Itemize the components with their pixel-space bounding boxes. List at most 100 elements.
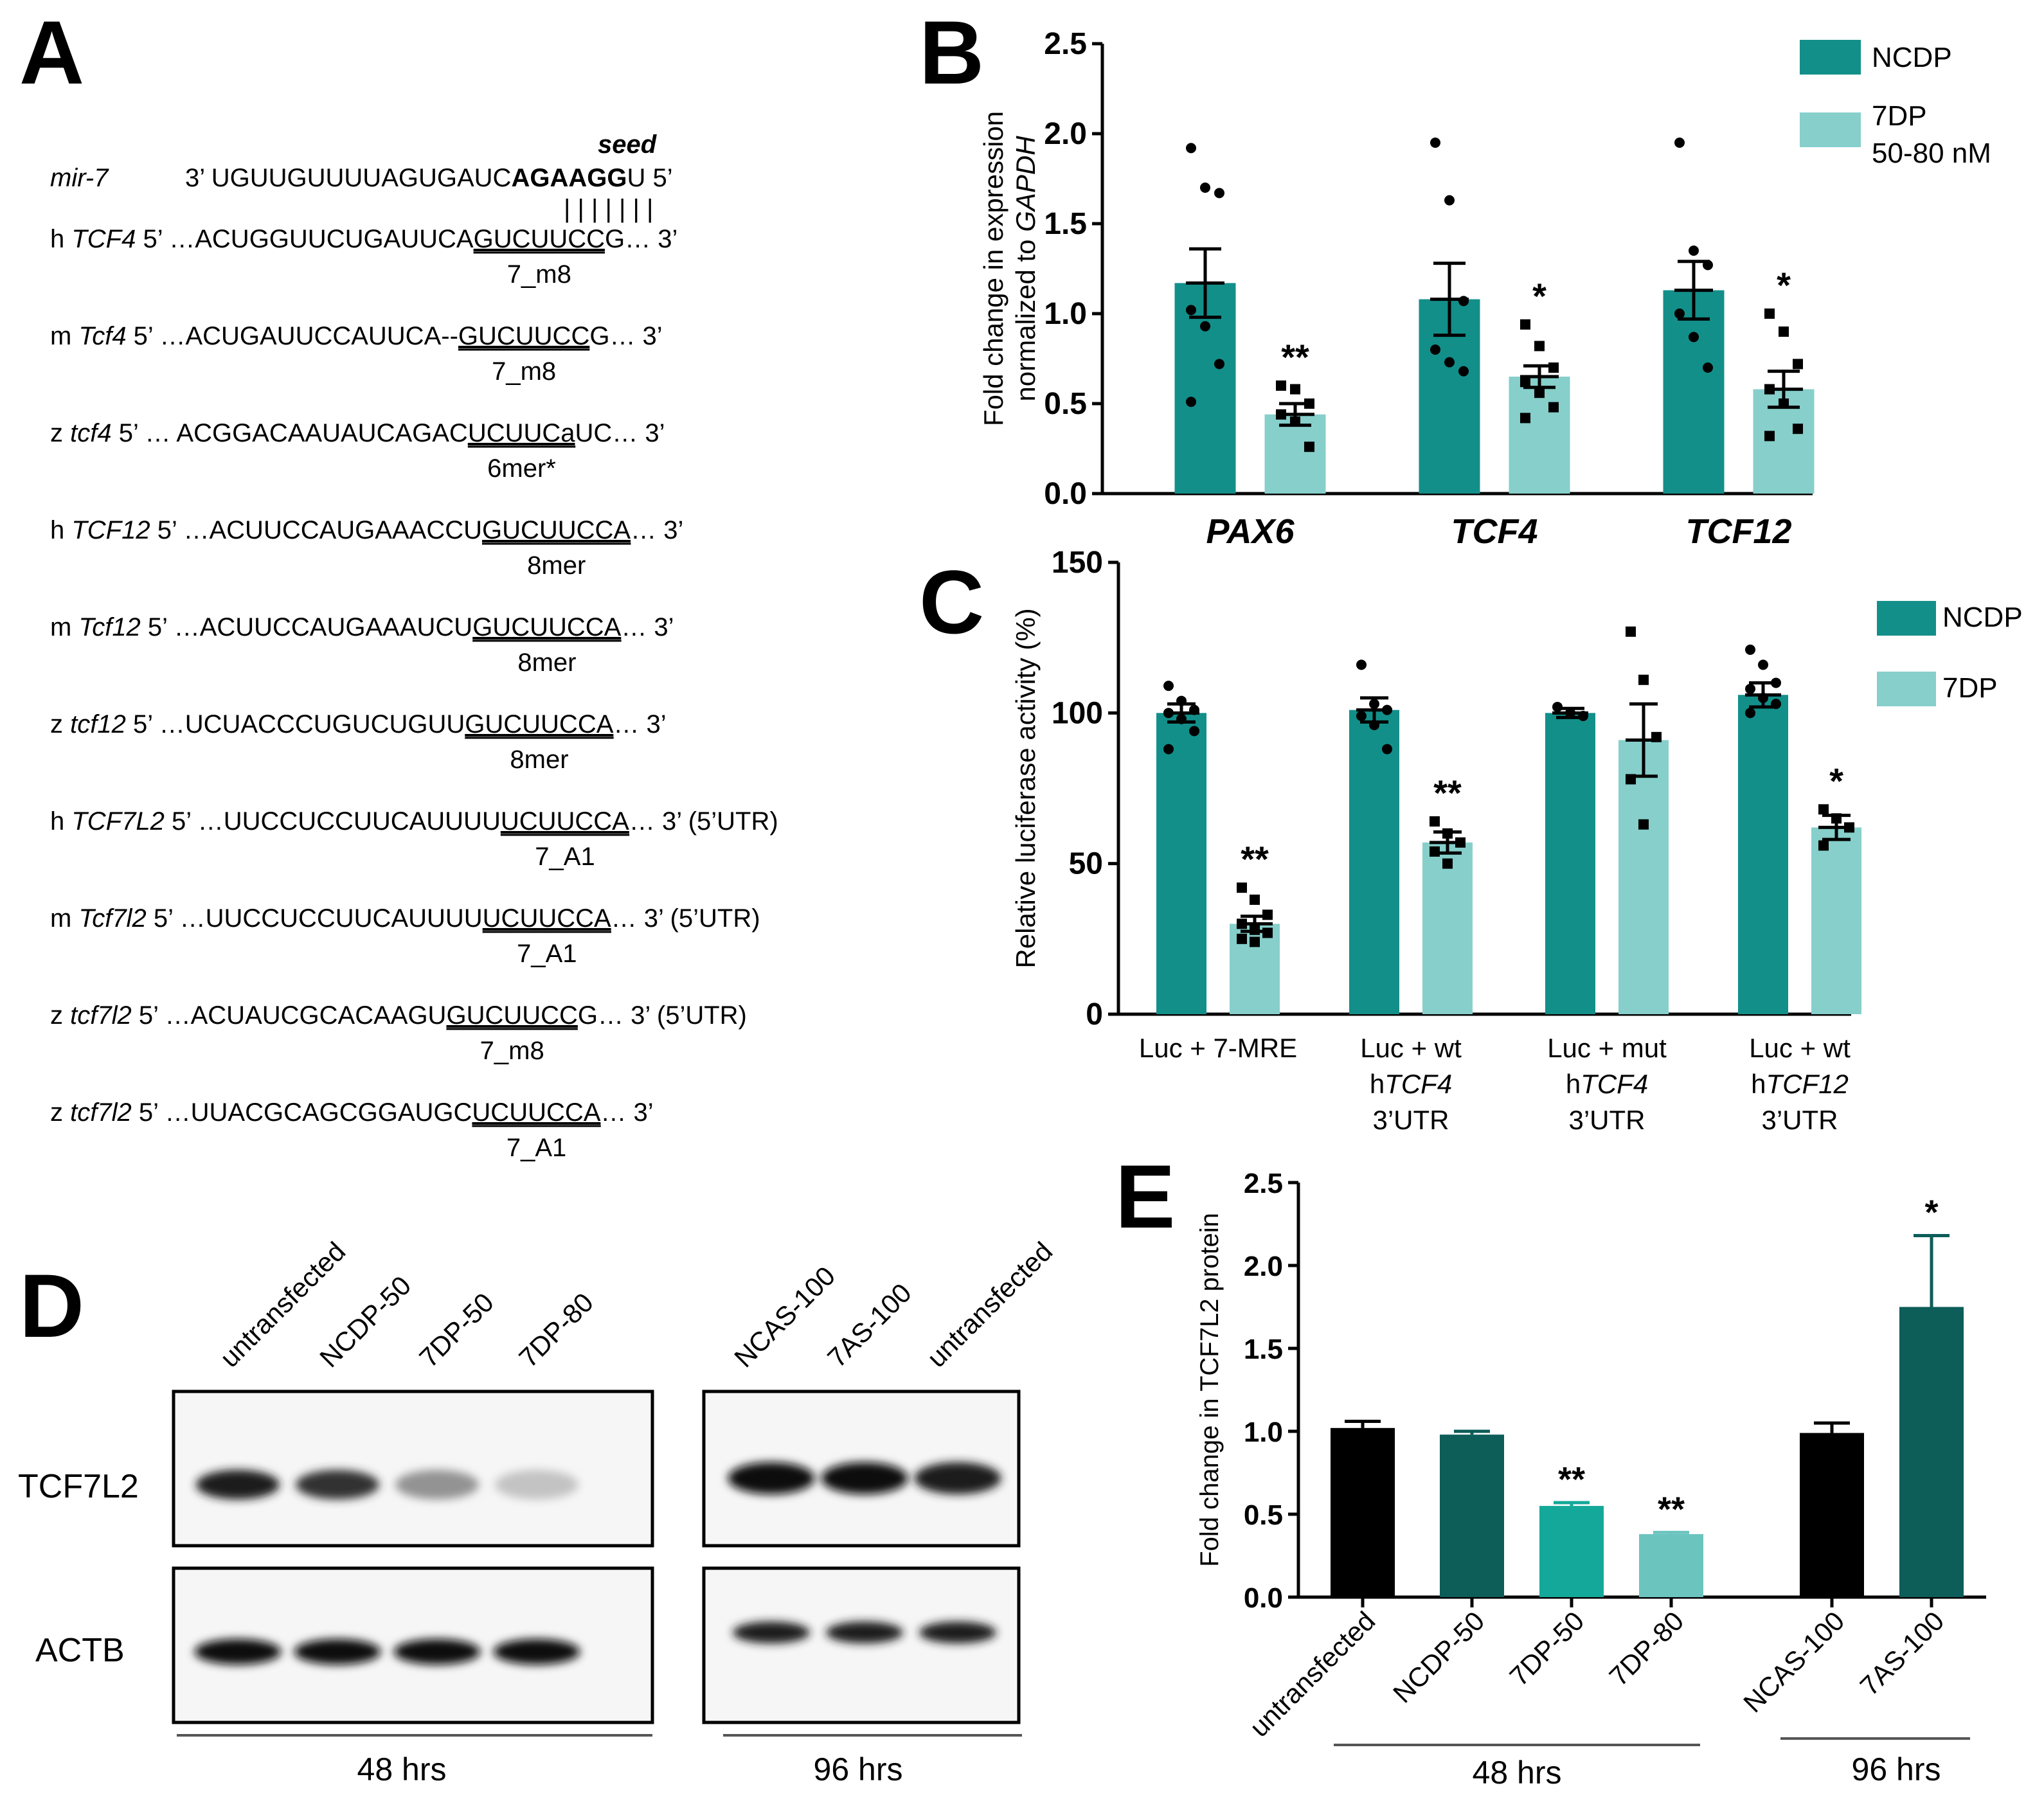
svg-text:3’ UGUUGUUUUAGUGAUCAGAAGGU 5’: 3’ UGUUGUUUUAGUGAUCAGAAGGU 5’ xyxy=(185,164,673,192)
x-category-label: PAX6 xyxy=(1206,512,1295,551)
y-axis-label: Fold change in expressionnormalized to G… xyxy=(978,111,1041,426)
data-point xyxy=(1262,927,1273,938)
legend-swatch-7DP xyxy=(1877,672,1936,706)
data-point xyxy=(1779,398,1789,409)
data-point xyxy=(1189,726,1199,737)
site-type-label: 8mer xyxy=(517,648,576,677)
bar-7DP xyxy=(1422,842,1473,1014)
data-point xyxy=(1745,683,1755,694)
data-point xyxy=(1304,398,1314,409)
data-point xyxy=(1186,143,1196,154)
y-tick-label: 50 xyxy=(1069,847,1103,881)
y-axis-label: Relative luciferase activity (%) xyxy=(1010,608,1041,968)
x-category-label: Luc + mut xyxy=(1547,1033,1667,1063)
x-category-label: hTCF4 xyxy=(1370,1069,1452,1099)
bar-NCAS-100 xyxy=(1800,1433,1864,1597)
significance-mark: * xyxy=(1924,1194,1938,1232)
data-point xyxy=(1548,362,1559,373)
panel-label-B: B xyxy=(919,2,984,103)
protein-band xyxy=(919,1622,996,1643)
pairing-bars: | | | | | | | xyxy=(564,195,653,223)
sequence-row: h TCF4 5’ …ACUGGUUCUGAUUCAGUCUUCCG… 3’ xyxy=(50,225,677,253)
data-point xyxy=(1237,882,1247,893)
data-point xyxy=(1764,308,1775,319)
legend-label-NCDP: NCDP xyxy=(1872,42,1952,73)
legend-swatch-NCDP xyxy=(1800,40,1861,75)
panel-label-A: A xyxy=(19,2,84,103)
protein-band xyxy=(728,1462,815,1494)
significance-mark: ** xyxy=(1281,337,1309,377)
significance-mark: * xyxy=(1532,276,1546,316)
seed-site: GUCUUCCA xyxy=(482,516,631,544)
protein-band xyxy=(495,1470,578,1499)
sequence-row: z tcf7l2 5’ …ACUAUCGCACAAGUGUCUUCCG… 3’ … xyxy=(50,1001,747,1030)
data-point xyxy=(1237,933,1247,944)
data-point xyxy=(1818,804,1829,815)
data-point xyxy=(1626,626,1636,637)
data-point xyxy=(1520,377,1530,388)
data-point xyxy=(1444,195,1455,206)
significance-mark: ** xyxy=(1558,1460,1585,1499)
bar-7AS-100 xyxy=(1899,1307,1964,1597)
panel-label-D: D xyxy=(19,1255,84,1356)
y-tick-label: 1.0 xyxy=(1244,1417,1283,1448)
mir7-line: mir-7 3’ UGUUGUUUUAGUGAUCAGAAGGU 5’ xyxy=(50,164,673,192)
data-point xyxy=(1290,384,1300,395)
x-category-label: 7DP-50 xyxy=(1503,1605,1590,1692)
seed-site: GUCUUCC xyxy=(446,1001,577,1030)
seed-site: GUCUUCCA xyxy=(472,613,621,641)
legend-label-7DP: 7DP xyxy=(1872,100,1927,132)
seed-site: GUCUUCC xyxy=(458,322,589,350)
x-category-label: Luc + 7-MRE xyxy=(1139,1033,1297,1063)
panel-label-E: E xyxy=(1115,1146,1175,1247)
lane-label: 7DP-50 xyxy=(413,1287,499,1373)
svg-text:mir-7: mir-7 xyxy=(50,164,109,192)
data-point xyxy=(1703,362,1713,373)
bar-NCDP-50 xyxy=(1440,1435,1504,1597)
data-point xyxy=(1818,840,1829,851)
sequence-row: m Tcf4 5’ …ACUGAUUCCAUUCA--GUCUUCCG… 3’ xyxy=(50,322,663,350)
data-point xyxy=(1237,918,1247,929)
seed-site: GUCUUCC xyxy=(474,225,605,253)
bar-7DP xyxy=(1811,827,1861,1014)
data-point xyxy=(1534,388,1545,398)
data-point xyxy=(1382,744,1392,755)
y-tick-label: 0 xyxy=(1086,997,1103,1032)
bar-NCDP-TCF12 xyxy=(1663,290,1725,494)
data-point xyxy=(1455,837,1466,848)
x-category-label: TCF4 xyxy=(1451,512,1538,551)
data-point xyxy=(1844,822,1854,833)
data-point xyxy=(1534,341,1545,352)
site-type-label: 8mer xyxy=(527,551,586,580)
site-type-label: 7_m8 xyxy=(480,1037,544,1065)
data-point xyxy=(1578,711,1588,722)
y-tick-label: 1.5 xyxy=(1244,1334,1283,1365)
seed-site: UCUUCa xyxy=(468,419,575,447)
data-point xyxy=(1703,260,1713,271)
seed-site: UCUUCCA xyxy=(472,1098,600,1127)
target-sequence-list: h TCF4 5’ …ACUGGUUCUGAUUCAGUCUUCCG… 3’ m … xyxy=(50,225,778,1162)
legend-label-concentration: 50-80 nM xyxy=(1872,138,1991,169)
site-type-label: 7_A1 xyxy=(517,940,577,968)
data-point xyxy=(1689,332,1699,343)
data-point xyxy=(1214,359,1224,370)
x-category-label: Luc + wt xyxy=(1360,1033,1462,1063)
x-category-label: hTCF4 xyxy=(1566,1069,1648,1099)
bar-NCDP xyxy=(1738,695,1788,1014)
data-point xyxy=(1651,731,1662,742)
data-point xyxy=(1369,720,1379,731)
data-point xyxy=(1458,296,1469,307)
data-point xyxy=(1186,305,1196,316)
y-tick-label: 1.0 xyxy=(1044,297,1087,331)
bar-NCDP xyxy=(1545,713,1595,1014)
data-point xyxy=(1520,319,1530,330)
data-point xyxy=(1276,409,1286,420)
sequence-row: z tcf12 5’ …UCUACCCUGUCUGUUGUCUUCCA… 3’ xyxy=(50,710,667,738)
protein-label-TCF7L2: TCF7L2 xyxy=(18,1468,139,1505)
legend-swatch-NCDP xyxy=(1877,601,1936,636)
x-category-label: TCF12 xyxy=(1685,512,1791,551)
x-category-label: untransfected xyxy=(1244,1605,1381,1742)
time-label-96: 96 hrs xyxy=(814,1751,903,1787)
bar-NCDP xyxy=(1349,710,1399,1014)
